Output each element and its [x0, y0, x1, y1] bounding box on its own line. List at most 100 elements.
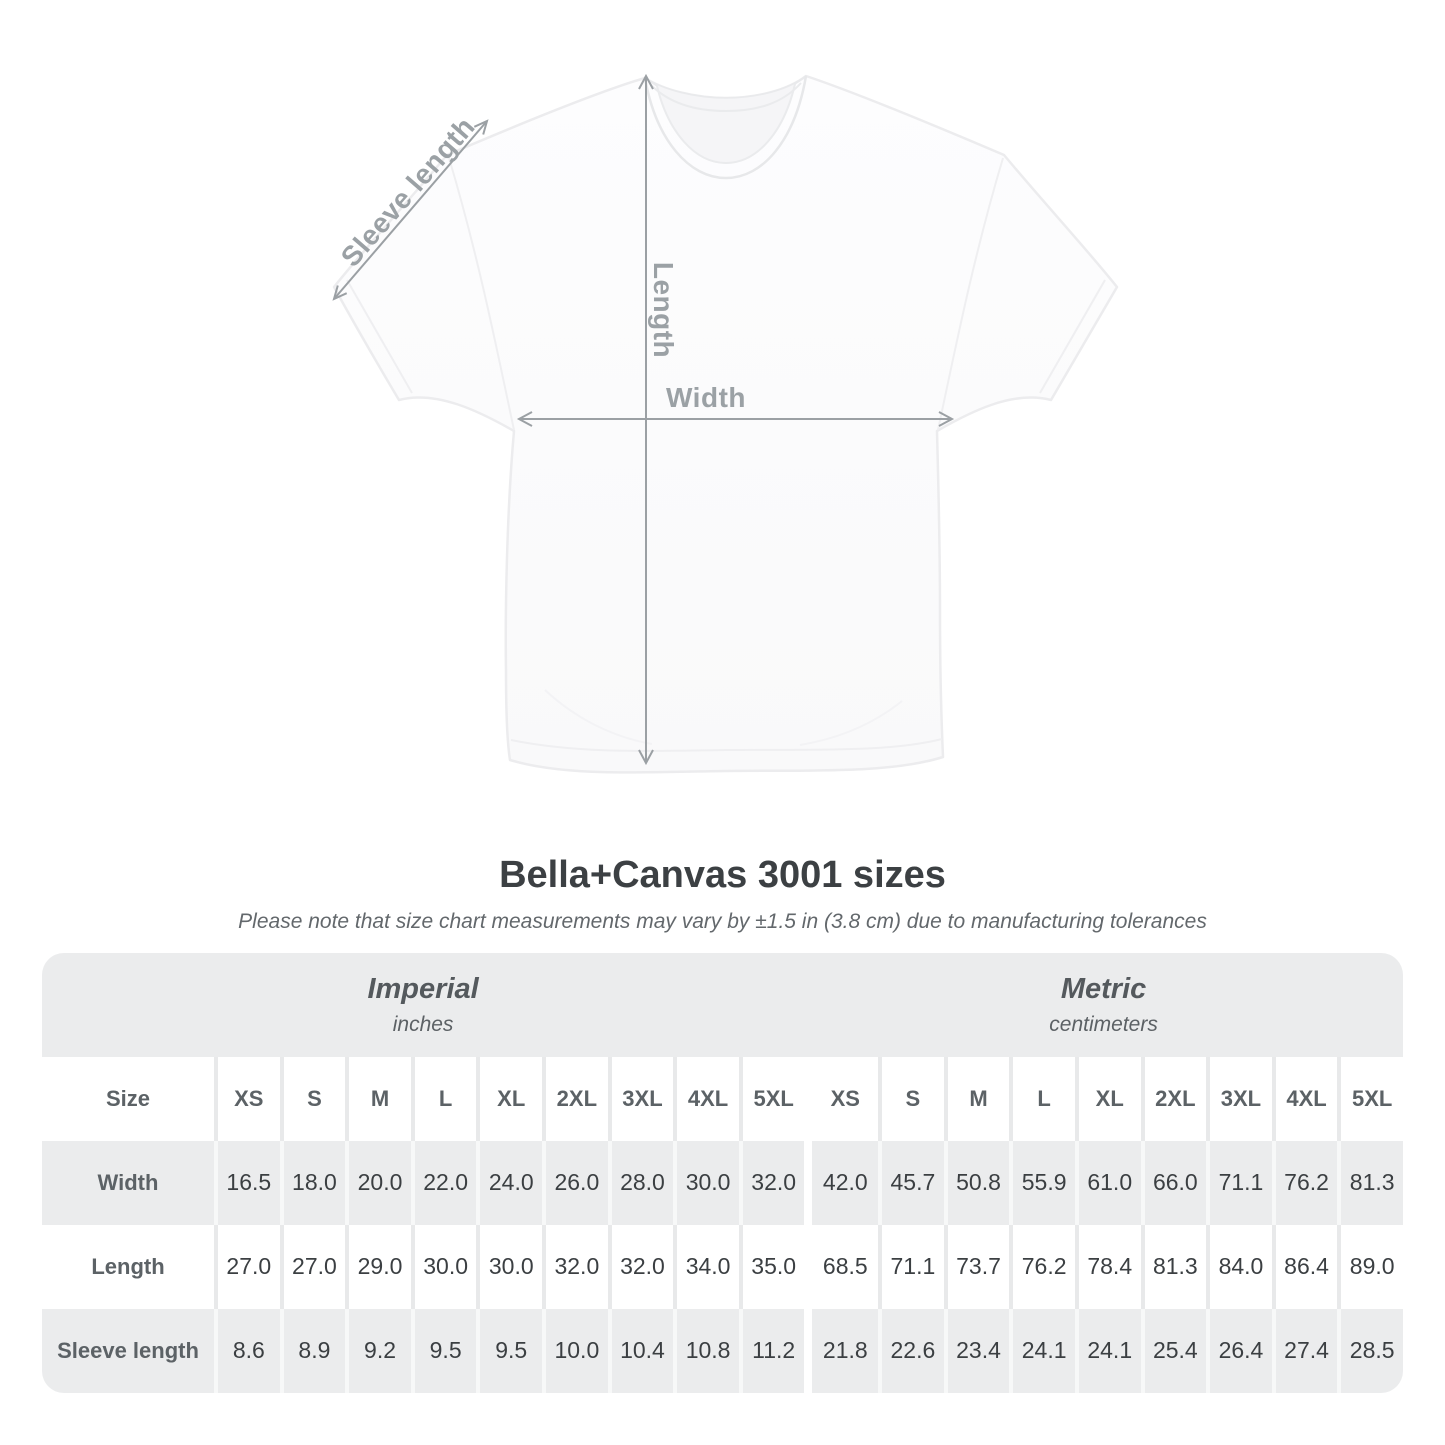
section-gap: [804, 1308, 813, 1393]
cell-width-metric: 71.1: [1206, 1140, 1272, 1225]
size-col-imperial-l: L: [410, 1056, 477, 1141]
cell-width-metric: 61.0: [1074, 1140, 1141, 1225]
size-col-imperial-xs: XS: [214, 1056, 280, 1141]
length-row-label: Length: [42, 1224, 214, 1309]
cell-sleeve-length-metric: 25.4: [1140, 1308, 1207, 1393]
units-header-row: Imperial inches Metric centimeters: [42, 952, 1403, 1057]
section-gap: [804, 1224, 813, 1309]
cell-width-imperial: 24.0: [476, 1140, 543, 1225]
size-col-imperial-4xl: 4XL: [673, 1056, 739, 1141]
length-row: Length 27.0 27.0 29.0 30.0 30.0 32.0 32.0 34.0 3…: [42, 1224, 1403, 1309]
cell-sleeve-length-metric: 27.4: [1271, 1308, 1338, 1393]
page-title: Bella+Canvas 3001 sizes: [499, 854, 946, 896]
cell-width-imperial: 26.0: [542, 1140, 608, 1225]
cell-length-imperial: 35.0: [738, 1224, 805, 1309]
cell-width-metric: 45.7: [878, 1140, 944, 1225]
cell-length-metric: 78.4: [1074, 1224, 1141, 1309]
tshirt-size-diagram: Width Length Sleeve length: [332, 73, 1119, 774]
cell-sleeve-length-imperial: 9.5: [410, 1308, 477, 1393]
size-col-imperial-m: M: [345, 1056, 411, 1141]
imperial-unit: inches: [392, 1012, 454, 1036]
size-col-imperial-s: S: [279, 1056, 346, 1141]
cell-length-imperial: 29.0: [345, 1224, 411, 1309]
size-col-metric-xl: XL: [1074, 1056, 1141, 1141]
size-col-metric-3xl: 3XL: [1206, 1056, 1272, 1141]
cell-sleeve-length-imperial: 9.2: [345, 1308, 411, 1393]
width-row-label: Width: [42, 1140, 214, 1225]
cell-length-imperial: 32.0: [542, 1224, 608, 1309]
section-gap: [804, 1140, 813, 1225]
cell-sleeve-length-imperial: 10.0: [542, 1308, 608, 1393]
metric-title: Metric: [1060, 972, 1147, 1005]
size-col-metric-xs: XS: [812, 1056, 879, 1141]
cell-length-metric: 86.4: [1271, 1224, 1338, 1309]
cell-width-imperial: 20.0: [345, 1140, 411, 1225]
cell-width-metric: 76.2: [1271, 1140, 1338, 1225]
cell-length-imperial: 27.0: [279, 1224, 346, 1309]
size-corner-label: Size: [42, 1056, 214, 1141]
size-col-metric-m: M: [943, 1056, 1010, 1141]
metric-unit: centimeters: [1049, 1012, 1158, 1036]
cell-length-imperial: 34.0: [673, 1224, 739, 1309]
size-col-imperial-2xl: 2XL: [542, 1056, 608, 1141]
size-col-metric-4xl: 4XL: [1271, 1056, 1338, 1141]
cell-length-metric: 68.5: [812, 1224, 879, 1309]
size-col-imperial-5xl: 5XL: [738, 1056, 805, 1141]
units-header-cell: Imperial inches Metric centimeters: [42, 952, 1403, 1057]
width-arrow: [516, 411, 955, 427]
cell-width-imperial: 30.0: [673, 1140, 739, 1225]
cell-width-imperial: 22.0: [410, 1140, 477, 1225]
size-table: Imperial inches Metric centimeters Size …: [42, 952, 1403, 1393]
cell-length-imperial: 30.0: [476, 1224, 543, 1309]
size-col-metric-2xl: 2XL: [1140, 1056, 1207, 1141]
cell-width-metric: 81.3: [1337, 1140, 1403, 1225]
cell-length-metric: 81.3: [1140, 1224, 1207, 1309]
cell-sleeve-length-metric: 26.4: [1206, 1308, 1272, 1393]
cell-length-imperial: 30.0: [410, 1224, 477, 1309]
cell-width-metric: 50.8: [943, 1140, 1010, 1225]
cell-length-metric: 89.0: [1337, 1224, 1403, 1309]
cell-sleeve-length-metric: 21.8: [812, 1308, 879, 1393]
length-label: Length: [648, 262, 679, 358]
cell-width-metric: 42.0: [812, 1140, 879, 1225]
cell-length-metric: 73.7: [943, 1224, 1010, 1309]
cell-width-metric: 66.0: [1140, 1140, 1207, 1225]
cell-width-imperial: 16.5: [214, 1140, 280, 1225]
cell-sleeve-length-imperial: 11.2: [738, 1308, 805, 1393]
cell-sleeve-length-imperial: 8.9: [279, 1308, 346, 1393]
width-label: Width: [666, 382, 746, 413]
imperial-title: Imperial: [367, 972, 479, 1005]
cell-length-imperial: 32.0: [607, 1224, 674, 1309]
cell-sleeve-length-imperial: 9.5: [476, 1308, 543, 1393]
sleeve-length-row: Sleeve length 8.6 8.9 9.2 9.5 9.5 10.0 10.4 10.…: [42, 1308, 1403, 1393]
cell-sleeve-length-metric: 22.6: [878, 1308, 944, 1393]
size-col-imperial-xl: XL: [476, 1056, 543, 1141]
cell-sleeve-length-metric: 28.5: [1337, 1308, 1403, 1393]
cell-width-imperial: 28.0: [607, 1140, 674, 1225]
cell-sleeve-length-imperial: 8.6: [214, 1308, 280, 1393]
sleeve-length-arrow: [332, 119, 489, 301]
cell-width-imperial: 18.0: [279, 1140, 346, 1225]
width-row: Width 16.5 18.0 20.0 22.0 24.0 26.0 28.0 30.0 32…: [42, 1140, 1403, 1225]
cell-sleeve-length-imperial: 10.4: [607, 1308, 674, 1393]
cell-sleeve-length-metric: 23.4: [943, 1308, 1010, 1393]
section-gap: [804, 1056, 813, 1141]
cell-sleeve-length-metric: 24.1: [1074, 1308, 1141, 1393]
size-table-container: Imperial inches Metric centimeters Size …: [42, 952, 1403, 1393]
tolerance-note: Please note that size chart measurements…: [238, 909, 1207, 933]
size-col-imperial-3xl: 3XL: [607, 1056, 674, 1141]
size-col-metric-5xl: 5XL: [1337, 1056, 1403, 1141]
size-col-metric-s: S: [878, 1056, 944, 1141]
cell-length-metric: 76.2: [1009, 1224, 1075, 1309]
tshirt-illustration: [332, 74, 1119, 774]
metric-section-header: Metric centimeters: [804, 973, 1403, 1037]
cell-length-metric: 71.1: [878, 1224, 944, 1309]
cell-sleeve-length-metric: 24.1: [1009, 1308, 1075, 1393]
cell-length-metric: 84.0: [1206, 1224, 1272, 1309]
size-header-row: Size XS S M L XL 2XL 3XL 4XL 5XL XS S M L XL 2XL 3XL 4XL…: [42, 1056, 1403, 1141]
imperial-section-header: Imperial inches: [42, 973, 804, 1037]
cell-width-imperial: 32.0: [738, 1140, 805, 1225]
sleeve-length-row-label: Sleeve length: [42, 1308, 214, 1393]
size-col-metric-l: L: [1009, 1056, 1075, 1141]
